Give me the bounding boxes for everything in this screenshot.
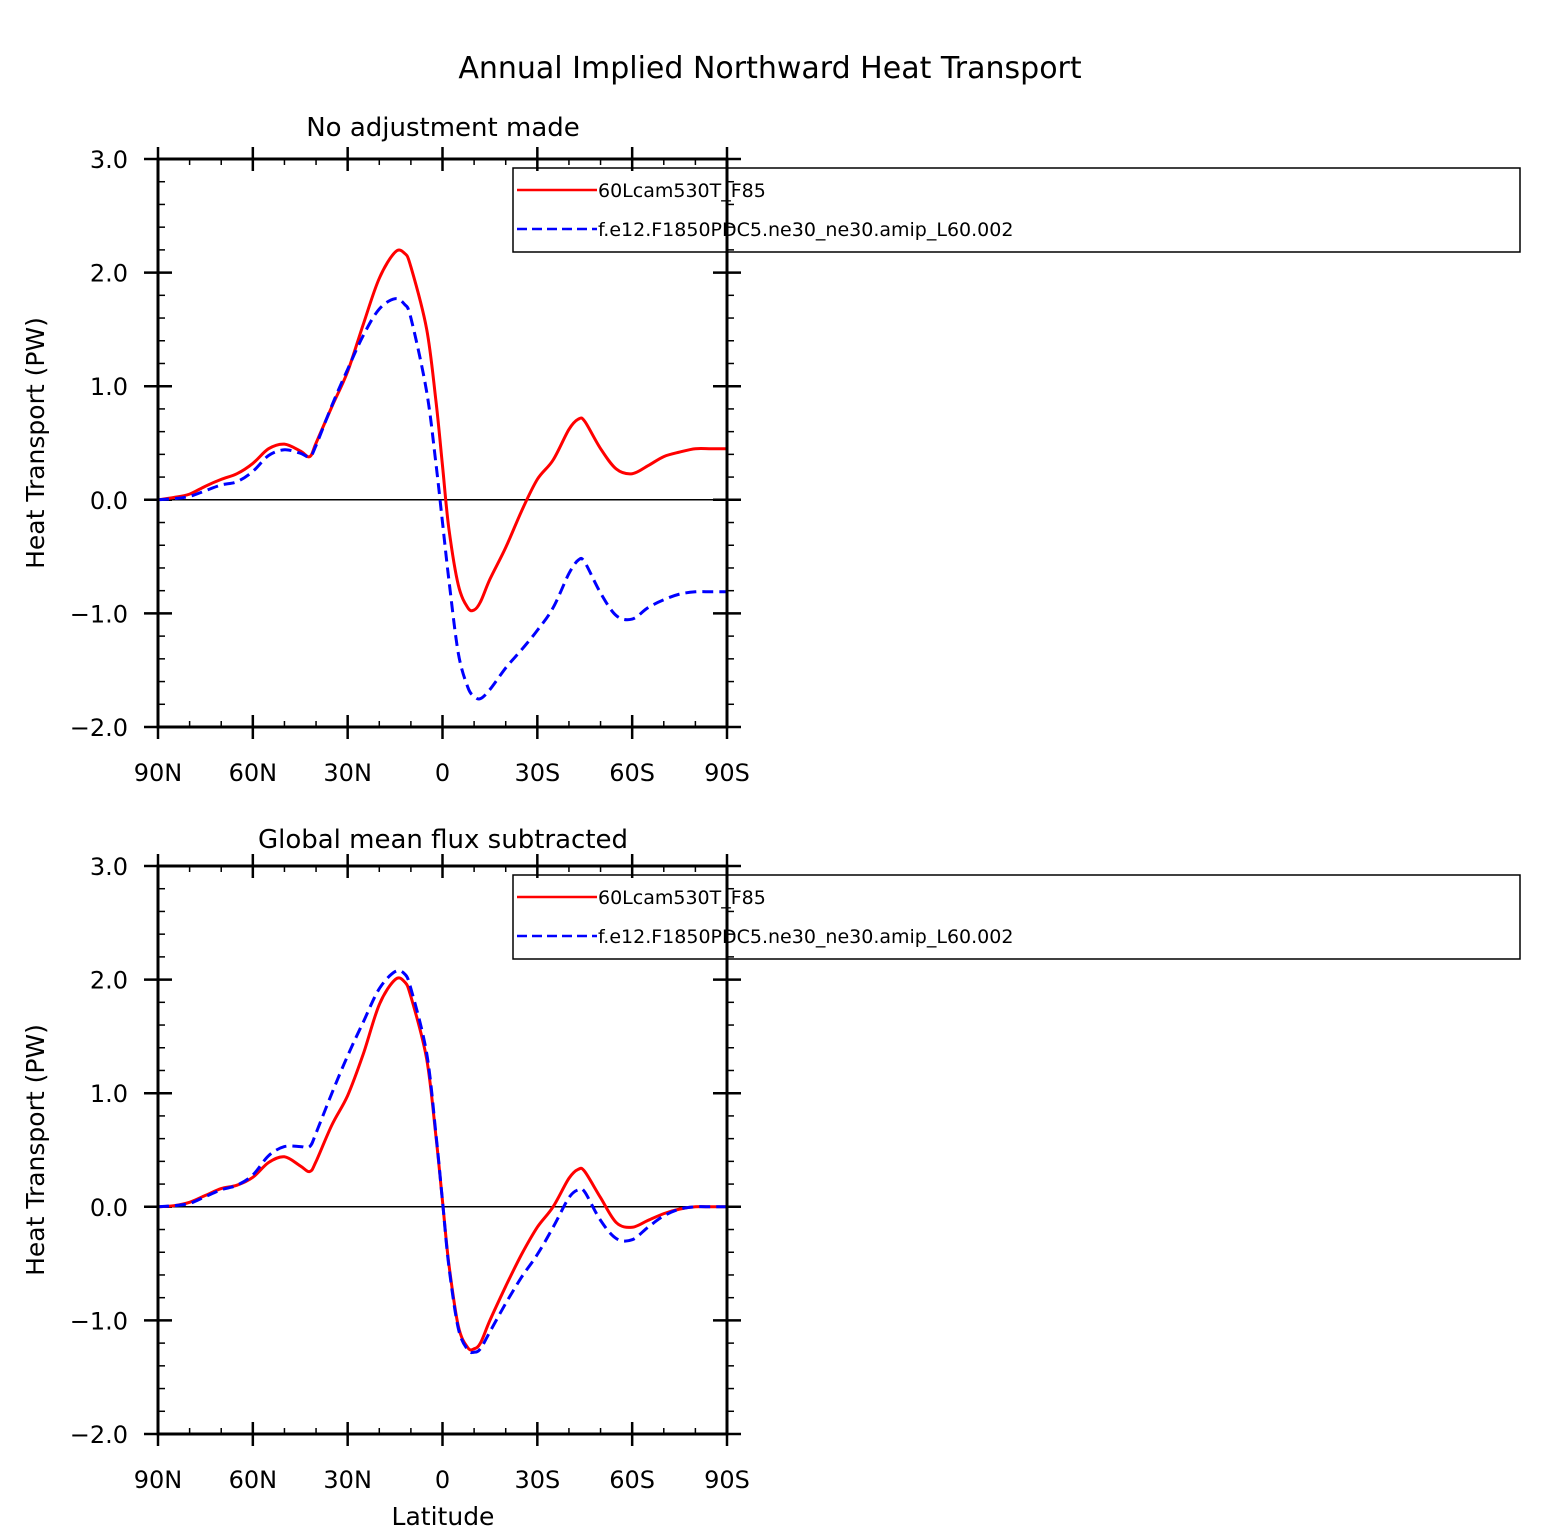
y-tick-label: 2.0 (90, 260, 128, 288)
x-tick-label: 90S (704, 1466, 750, 1494)
panel-no-adjustment: No adjustment made Heat Transport (PW) 9… (21, 113, 1521, 787)
panel-title: No adjustment made (306, 113, 580, 143)
y-tick-label: 3.0 (90, 146, 128, 174)
x-tick-label: 0 (435, 1466, 450, 1494)
legend-box (512, 874, 1521, 960)
legend-label-series-1: 60Lcam530T_F85 (598, 887, 766, 909)
y-tick-label: 1.0 (90, 1080, 128, 1108)
panel-global-mean-subtracted: Global mean flux subtracted Heat Transpo… (21, 825, 1521, 1531)
plot-frame (156, 864, 729, 1436)
y-tick-label: 1.0 (90, 373, 128, 401)
legend-label-series-1: 60Lcam530T_F85 (598, 180, 766, 202)
legend: 60Lcam530T_F85 f.e12.F1850PDC5.ne30_ne30… (512, 167, 1521, 253)
x-tick-label: 60S (609, 1466, 655, 1494)
series-line-2 (157, 969, 727, 1355)
x-tick-label: 90N (134, 759, 183, 787)
x-tick-label: 90N (134, 1466, 183, 1494)
legend: 60Lcam530T_F85 f.e12.F1850PDC5.ne30_ne30… (512, 874, 1521, 960)
x-tick-label: 60S (609, 759, 655, 787)
figure-title: Annual Implied Northward Heat Transport (458, 51, 1082, 86)
x-tick-label: 30N (323, 759, 372, 787)
y-tick-label: 0.0 (90, 487, 128, 515)
legend-label-series-2: f.e12.F1850PDC5.ne30_ne30.amip_L60.002 (598, 219, 1013, 241)
legend-box (512, 167, 1521, 253)
x-axis-label: Latitude (392, 1502, 495, 1531)
series-line-1 (157, 248, 727, 613)
y-tick-label: 0.0 (90, 1194, 128, 1222)
y-tick-label: 3.0 (90, 853, 128, 881)
legend-label-series-2: f.e12.F1850PDC5.ne30_ne30.amip_L60.002 (598, 926, 1013, 948)
x-tick-label: 30N (323, 1466, 372, 1494)
x-tick-label: 60N (229, 759, 278, 787)
plot-frame (156, 157, 729, 729)
x-tick-label: 60N (229, 1466, 278, 1494)
y-axis-label: Heat Transport (PW) (21, 1024, 50, 1276)
y-axis-label: Heat Transport (PW) (21, 317, 50, 569)
y-tick-label: 2.0 (90, 967, 128, 995)
y-tick-label: −1.0 (70, 1307, 128, 1335)
series-line-2 (157, 297, 727, 701)
panel-title: Global mean flux subtracted (258, 825, 628, 855)
y-tick-label: −2.0 (70, 714, 128, 742)
x-tick-label: 90S (704, 759, 750, 787)
x-tick-label: 30S (514, 759, 560, 787)
y-tick-label: −1.0 (70, 600, 128, 628)
series-line-1 (157, 976, 727, 1352)
y-tick-label: −2.0 (70, 1421, 128, 1449)
x-tick-label: 0 (435, 759, 450, 787)
x-tick-label: 30S (514, 1466, 560, 1494)
